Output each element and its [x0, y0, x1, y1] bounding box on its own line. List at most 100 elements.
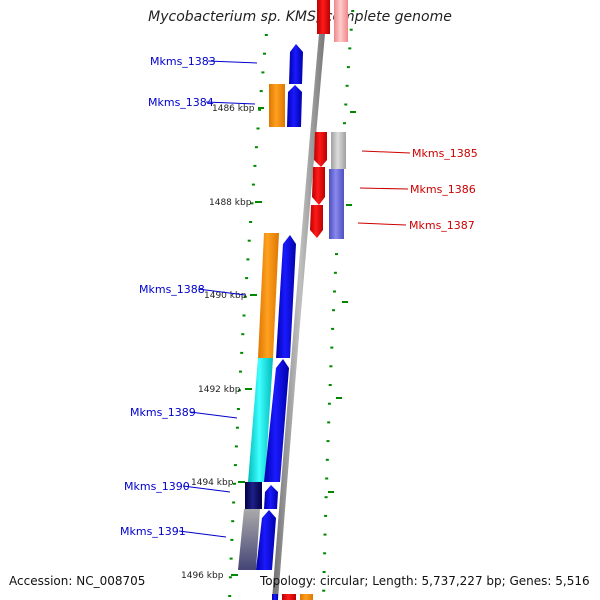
scale-dot [259, 90, 263, 93]
cog-mkms-1390 [245, 482, 262, 509]
scale-dot [330, 346, 334, 349]
gene-mkms-1389 [264, 359, 289, 482]
scale-label-1488: 1488 kbp [209, 198, 252, 208]
scale-dot [245, 277, 249, 280]
scale-dot [333, 290, 336, 293]
scale-dot [228, 576, 232, 579]
leader-lines [178, 60, 411, 538]
gene-mkms-1383 [289, 44, 303, 84]
scale-dot [246, 258, 250, 261]
scale-dot [349, 28, 353, 31]
scale-label-1494: 1494 kbp [191, 478, 234, 488]
scale-ring-left [228, 34, 268, 597]
partial-cog-top [334, 0, 348, 42]
gene-mkms-1390 [264, 485, 278, 509]
scale-dot [344, 103, 348, 106]
scale-dot [325, 477, 329, 480]
scale-dot [322, 589, 326, 592]
cog-mkms-1384 [269, 84, 285, 127]
scale-dot [332, 309, 335, 312]
gene-label-mkms-1384[interactable]: Mkms_1384 [148, 96, 214, 109]
scale-dot [242, 314, 246, 317]
scale-label-1496: 1496 kbp [181, 571, 224, 581]
scale-dot [233, 482, 236, 485]
scale-dot [249, 221, 253, 223]
major-ticks [231, 107, 356, 576]
accession-text: Accession: NC_008705 [9, 574, 146, 588]
map-title: Mycobacterium sp. KMS, complete genome [148, 9, 452, 25]
scale-dot [329, 365, 333, 368]
scale-dot [250, 202, 254, 205]
scale-dot [324, 514, 328, 517]
scale-dot [231, 520, 235, 523]
scale-dot [261, 71, 265, 74]
scale-dot [235, 426, 239, 429]
cog-mkms-1391 [238, 509, 260, 570]
cog-mkms-1386 [329, 169, 344, 239]
gene-mkms-1385 [314, 132, 327, 167]
scale-dot [263, 52, 266, 55]
scale-dot [333, 271, 337, 274]
scale-label-1492: 1492 kbp [198, 385, 241, 395]
genome-summary-text: Topology: circular; Length: 5,737,227 bp… [260, 574, 590, 588]
scale-dot [343, 122, 346, 125]
scale-dot [228, 595, 232, 597]
scale-dot [327, 402, 331, 405]
scale-dot [326, 440, 330, 443]
gene-label-mkms-1390[interactable]: Mkms_1390 [124, 480, 190, 493]
scale-dot [324, 496, 328, 499]
cog-mkms-1388 [258, 233, 279, 358]
partial-gene-bottom-red [282, 594, 296, 600]
cog-mkms-1385 [331, 132, 346, 169]
gene-label-mkms-1391[interactable]: Mkms_1391 [120, 525, 186, 538]
scale-dot [243, 295, 247, 298]
gene-mkms-1391 [256, 510, 276, 570]
scale-dot [264, 34, 268, 36]
scale-dot [325, 458, 329, 461]
scale-dot [236, 408, 240, 410]
scale-dot [346, 66, 350, 69]
gene-mkms-1384 [287, 85, 302, 127]
scale-dot [232, 501, 236, 504]
scale-dot [328, 384, 332, 386]
genome-backbone [272, 0, 328, 600]
scale-dot [230, 538, 234, 541]
scale-label-1490: 1490 kbp [204, 291, 247, 301]
scale-dot [234, 445, 238, 448]
scale-dot [323, 552, 327, 555]
scale-dot [253, 164, 257, 167]
scale-dot [240, 351, 244, 354]
scale-dot [247, 239, 251, 242]
scale-dot [239, 370, 242, 373]
gene-label-mkms-1388[interactable]: Mkms_1388 [139, 283, 205, 296]
scale-dot [251, 183, 255, 186]
partial-gene-bottom-blue [272, 594, 278, 600]
scale-dot [256, 127, 260, 130]
scale-dot [237, 389, 241, 392]
scale-dot [351, 10, 355, 12]
scale-dot [233, 464, 237, 467]
scale-dot [348, 47, 352, 50]
scale-dot [345, 84, 349, 87]
gene-label-mkms-1385[interactable]: Mkms_1385 [412, 147, 478, 160]
scale-dot [327, 421, 331, 424]
scale-dot [241, 333, 245, 336]
partial-cog-bottom-orange [300, 594, 313, 600]
scale-label-1486: 1486 kbp [212, 104, 255, 114]
cog-mkms-1389 [248, 358, 273, 482]
gene-label-mkms-1389[interactable]: Mkms_1389 [130, 406, 196, 419]
scale-dot [323, 533, 327, 536]
scale-ring-right [322, 10, 355, 592]
scale-dot [258, 108, 262, 111]
scale-dot [331, 327, 335, 330]
partial-gene-top [317, 0, 330, 34]
gene-label-mkms-1387[interactable]: Mkms_1387 [409, 219, 475, 232]
gene-mkms-1387 [310, 205, 323, 238]
scale-dot [229, 557, 233, 560]
gene-label-mkms-1383[interactable]: Mkms_1383 [150, 55, 216, 68]
scale-dot [335, 253, 338, 256]
gene-label-mkms-1386[interactable]: Mkms_1386 [410, 183, 476, 196]
scale-dot [322, 571, 326, 573]
gene-mkms-1386 [312, 167, 325, 205]
